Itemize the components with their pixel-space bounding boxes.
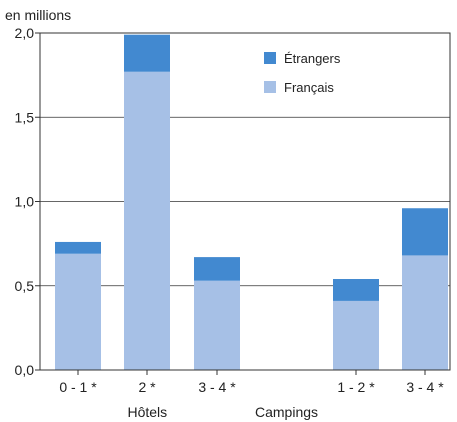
group-label: Hôtels: [127, 404, 167, 420]
y-axis-unit-label: en millions: [5, 7, 71, 23]
legend: Étrangers Français: [264, 51, 341, 95]
plot-frame: [39, 32, 451, 371]
x-tick-label: 0 - 1 *: [59, 379, 97, 395]
x-tick-label: 1 - 2 *: [337, 379, 375, 395]
legend-label: Français: [284, 80, 334, 95]
legend-swatch: [264, 81, 276, 93]
y-tick-label: 0,0: [15, 362, 35, 378]
x-tick-label: 3 - 4 *: [406, 379, 444, 395]
y-tick-label: 1,5: [15, 109, 35, 125]
legend-swatch: [264, 52, 276, 64]
group-label: Campings: [255, 404, 318, 420]
gridlines: [40, 116, 450, 287]
x-tick-label: 2 *: [138, 379, 156, 395]
category-groups: Hôtels Campings: [127, 404, 318, 420]
bar-segment: [55, 241, 101, 254]
legend-label: Étrangers: [284, 51, 341, 66]
bar-segment: [124, 34, 170, 72]
bar-segment: [333, 300, 379, 370]
y-axis-ticks: 0,0 0,5 1,0 1,5 2,0: [15, 25, 40, 378]
bar-segment: [333, 279, 379, 301]
x-axis-ticks: 0 - 1 * 2 * 3 - 4 * 1 - 2 * 3 - 4 *: [59, 370, 444, 395]
bar-segment: [402, 255, 448, 370]
y-tick-label: 1,0: [15, 194, 35, 210]
y-tick-label: 2,0: [15, 25, 35, 41]
bar-segment: [55, 253, 101, 370]
bar-segment: [194, 280, 240, 370]
x-tick-label: 3 - 4 *: [198, 379, 236, 395]
bars: [55, 34, 448, 370]
y-tick-label: 0,5: [15, 278, 35, 294]
bar-segment: [124, 71, 170, 370]
bar-segment: [194, 257, 240, 281]
bar-segment: [402, 208, 448, 256]
